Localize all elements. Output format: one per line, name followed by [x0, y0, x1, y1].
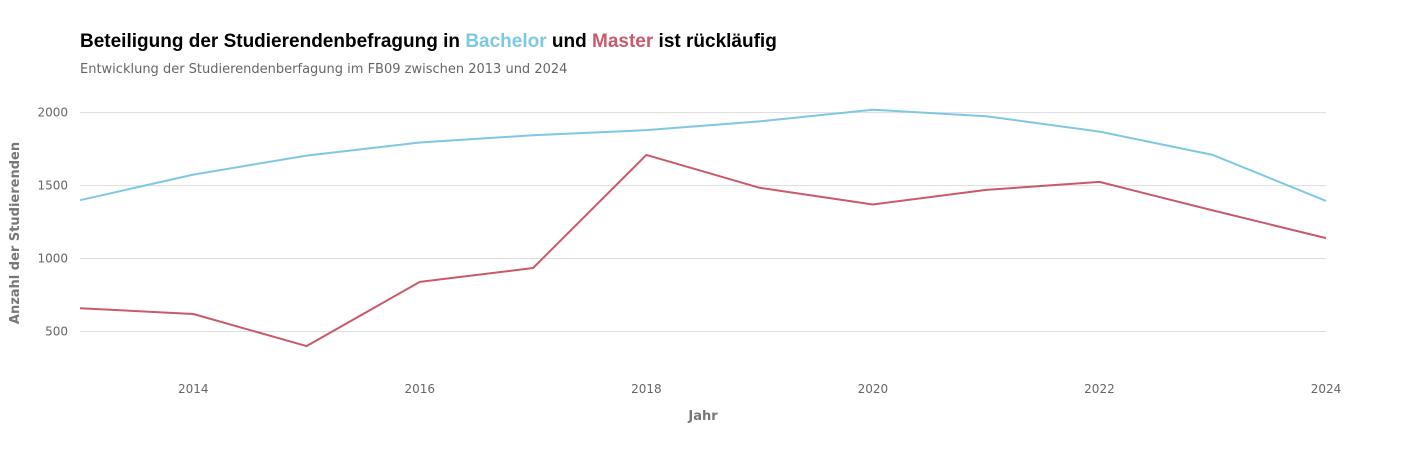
series-line-bachelor: [79, 108, 1327, 202]
x-tick-label: 2016: [405, 382, 436, 396]
title-part-2: und: [546, 31, 593, 52]
x-axis-title: Jahr: [687, 409, 718, 424]
x-tick-label: 2014: [178, 382, 209, 396]
y-tick-label: 2000: [37, 106, 68, 120]
series-lines: [79, 108, 1327, 348]
y-tick-label: 1500: [37, 179, 68, 193]
x-tick-label: 2022: [1084, 382, 1115, 396]
x-tick-label: 2024: [1311, 382, 1342, 396]
grid-lines: [80, 112, 1326, 333]
y-tick-label: 1000: [37, 252, 68, 266]
y-tick-label: 500: [45, 325, 68, 339]
title-bachelor: Bachelor: [465, 31, 547, 52]
y-axis-title: Anzahl der Studierenden: [8, 142, 23, 324]
title-part-3: ist rückläufig: [653, 31, 777, 52]
y-axis-ticks: 500 1000 1500 2000: [37, 106, 68, 339]
chart-subtitle: Entwicklung der Studierendenberfagung im…: [80, 62, 568, 77]
title-master: Master: [592, 31, 654, 52]
chart-title: Beteiligung der Studierendenbefragung in…: [80, 31, 777, 53]
series-line-master: [79, 153, 1327, 348]
x-tick-label: 2018: [631, 382, 662, 396]
title-part-1: Beteiligung der Studierendenbefragung in: [80, 31, 466, 52]
x-axis-ticks: 2014 2016 2018 2020 2022 2024: [178, 382, 1341, 396]
x-tick-label: 2020: [858, 382, 889, 396]
